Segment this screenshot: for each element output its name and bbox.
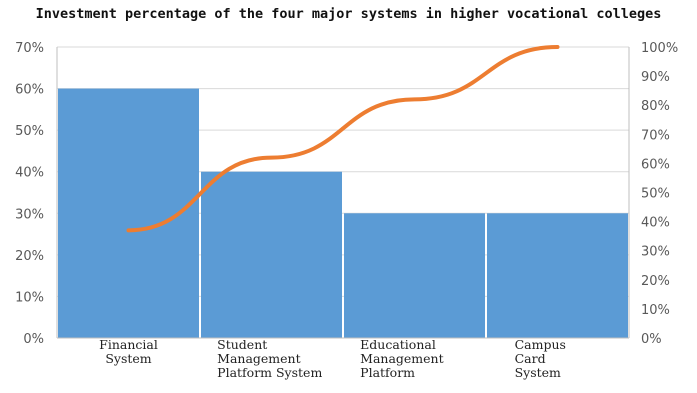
x-tick-label: Management: [360, 351, 443, 366]
x-tick-label: System: [515, 365, 561, 380]
y-right-tick-label: 20%: [641, 274, 670, 289]
y-left-tick-label: 20%: [15, 249, 44, 264]
y-left-tick-label: 30%: [15, 207, 44, 222]
bar: [487, 213, 628, 338]
x-tick-label: Platform System: [217, 365, 322, 380]
y-right-tick-label: 50%: [641, 187, 670, 202]
y-left-tick-label: 0%: [23, 332, 44, 347]
y-left-tick-label: 50%: [15, 124, 44, 139]
y-right-tick-label: 0%: [641, 332, 662, 347]
y-right-tick-label: 60%: [641, 157, 670, 172]
x-tick-label: Platform: [360, 365, 415, 380]
y-right-tick-label: 100%: [641, 41, 678, 56]
y-right-tick-label: 80%: [641, 99, 670, 114]
x-tick-label: Student: [217, 337, 267, 352]
bar: [201, 172, 342, 338]
y-right-tick-label: 10%: [641, 303, 670, 318]
y-left-tick-label: 70%: [15, 41, 44, 56]
y-right-tick-label: 70%: [641, 128, 670, 143]
x-tick-label: Management: [217, 351, 300, 366]
x-tick-label: Card: [515, 351, 546, 366]
x-tick-label: Financial: [99, 337, 158, 352]
y-left-tick-label: 60%: [15, 83, 44, 98]
x-tick-label: System: [105, 351, 151, 366]
y-right-tick-label: 40%: [641, 216, 670, 231]
y-right-tick-label: 90%: [641, 70, 670, 85]
x-tick-label: Campus: [515, 337, 566, 352]
x-tick-label: Educational: [360, 337, 436, 352]
chart-title: Investment percentage of the four major …: [0, 6, 697, 22]
y-left-tick-label: 10%: [15, 290, 44, 305]
y-right-tick-label: 30%: [641, 245, 670, 260]
y-left-tick-label: 40%: [15, 166, 44, 181]
bar: [344, 213, 485, 338]
